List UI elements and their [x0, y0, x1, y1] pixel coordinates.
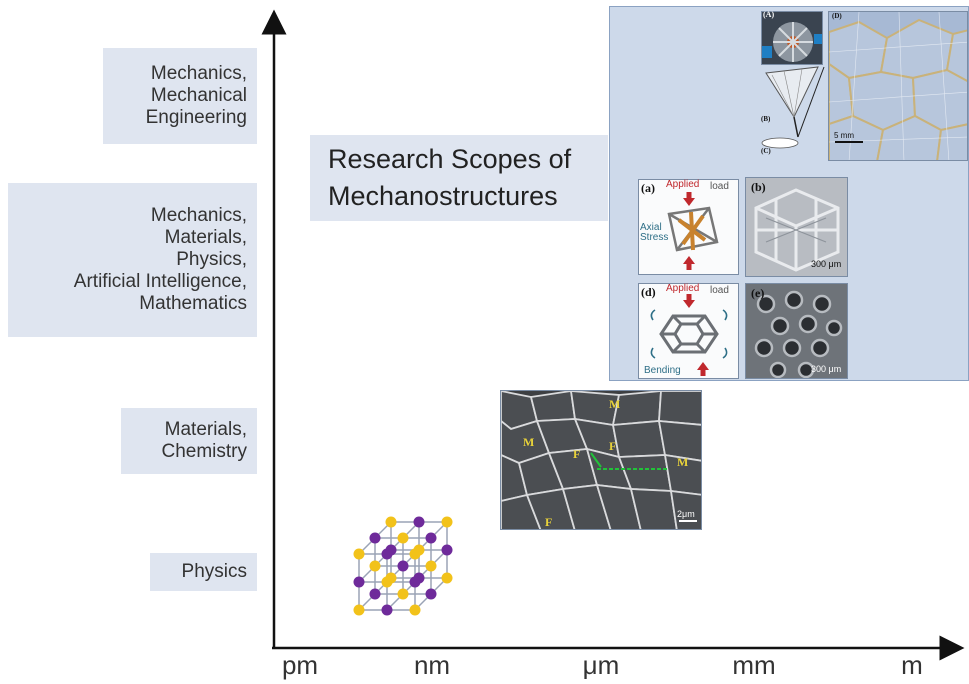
atom	[369, 560, 381, 572]
atom	[353, 548, 365, 560]
y-category-mechanics-materials-ai: Mechanics, Materials, Physics, Artificia…	[8, 183, 257, 337]
load-label-a: load	[710, 181, 729, 192]
atom	[425, 588, 437, 600]
voronoi-icon	[829, 12, 967, 160]
y-category-line: Mathematics	[139, 293, 247, 314]
octet-cell-icon	[667, 192, 719, 270]
scale-D: 5 mm	[834, 131, 854, 140]
label-A: (A)	[763, 10, 775, 19]
y-category-line: Artificial Intelligence,	[73, 271, 247, 292]
applied-label-d: Applied	[666, 283, 700, 294]
atom	[381, 548, 393, 560]
atom	[385, 516, 397, 528]
axial-stress-label: Axial Stress	[640, 222, 669, 243]
label-b: (b)	[751, 180, 766, 194]
atom	[441, 572, 453, 584]
micrograph-label-F: F	[573, 447, 581, 461]
axial-stress-cell	[638, 179, 739, 275]
title-line-1: Research Scopes of	[328, 144, 572, 174]
label-a: (a)	[641, 181, 655, 195]
y-category-line: Mechanical	[150, 85, 247, 106]
load-label-d: load	[710, 285, 729, 296]
label-B: (B)	[761, 115, 771, 123]
x-tick-m: m	[901, 650, 923, 680]
atom	[397, 532, 409, 544]
micrograph-scale: 2μm	[677, 509, 695, 519]
grain-structure-icon	[501, 391, 701, 529]
atom	[441, 516, 453, 528]
porous-lattice-sem	[745, 283, 848, 379]
label-d: (d)	[641, 285, 656, 299]
y-category-mechanical-engineering: Mechanics, Mechanical Engineering	[103, 48, 257, 144]
octet-lattice-sem	[745, 177, 848, 277]
atom	[397, 588, 409, 600]
atom	[409, 548, 421, 560]
atom	[397, 560, 409, 572]
y-category-line: Mechanics,	[150, 63, 247, 84]
atom	[425, 560, 437, 572]
atom	[409, 604, 421, 616]
x-tick-um: μm	[582, 650, 620, 680]
atom	[381, 576, 393, 588]
y-category-line: Materials,	[164, 419, 247, 440]
truncated-octahedron-icon	[650, 294, 728, 376]
atom	[353, 576, 365, 588]
micrograph-label-M: M	[677, 455, 689, 469]
x-tick-mm: mm	[732, 650, 776, 680]
micrograph-label-M: M	[609, 397, 621, 411]
atom	[413, 516, 425, 528]
y-category-materials-chemistry: Materials, Chemistry	[121, 408, 257, 474]
atom	[441, 544, 453, 556]
applied-label-a: Applied	[666, 179, 700, 190]
turbine-photo	[761, 11, 823, 65]
lattice-sem-icon	[754, 188, 840, 272]
micrograph-label-M: M	[523, 435, 535, 449]
y-category-line: Materials,	[164, 227, 247, 248]
y-category-physics: Physics	[150, 553, 257, 591]
voronoi-lattice-photo	[828, 11, 968, 161]
atom	[381, 604, 393, 616]
diagram-title: Research Scopes of Mechanostructures	[310, 135, 608, 221]
atomic-lattice	[353, 516, 453, 616]
atom	[425, 532, 437, 544]
x-tick-pm: pm	[281, 650, 319, 680]
atom	[353, 604, 365, 616]
y-category-line: Engineering	[145, 107, 247, 128]
label-C: (C)	[761, 147, 771, 155]
title-line-2: Mechanostructures	[328, 181, 558, 211]
scale-e: 300 μm	[811, 364, 842, 374]
mechanostructures-panel: (A) (B) (C) (D	[609, 6, 969, 381]
label-e: (e)	[751, 286, 765, 300]
micrograph-label-F: F	[545, 515, 553, 529]
atom	[369, 588, 381, 600]
bending-label: Bending	[644, 365, 681, 376]
atom	[409, 576, 421, 588]
x-tick-nm: nm	[413, 650, 451, 680]
y-category-line: Physics,	[176, 249, 247, 270]
blade-sketch	[761, 66, 825, 149]
porous-sem-icon	[754, 290, 843, 378]
y-category-line: Physics	[181, 561, 247, 582]
micrograph-label-F: F	[609, 439, 617, 453]
atom	[369, 532, 381, 544]
bending-cell	[638, 283, 739, 379]
turbine-icon	[762, 22, 822, 62]
label-D: (D)	[832, 12, 842, 20]
y-category-line: Mechanics,	[150, 205, 247, 226]
grain-micrograph: M M M F F F 2μm	[500, 390, 702, 530]
y-category-line: Chemistry	[161, 441, 247, 462]
scale-b: 300 μm	[811, 259, 842, 269]
